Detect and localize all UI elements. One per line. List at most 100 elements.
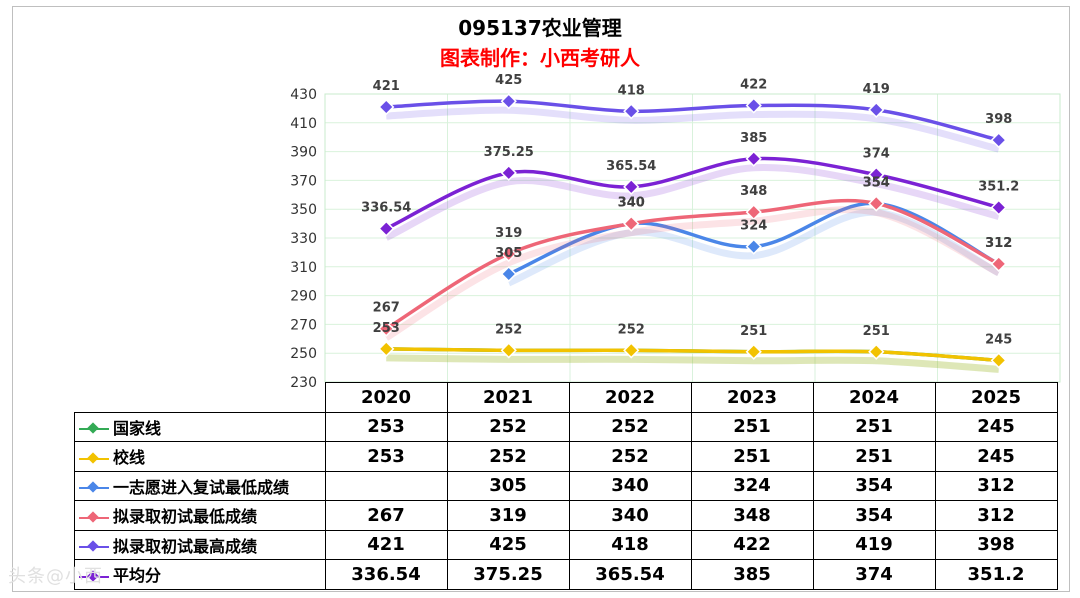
y-tick-label: 430	[290, 87, 317, 103]
table-cell: 425	[446, 529, 570, 560]
y-tick-label: 390	[290, 145, 317, 161]
legend-cell: 拟录取初试最低成绩	[74, 500, 326, 531]
legend-cell: 国家线	[74, 411, 326, 442]
table-cell	[324, 470, 448, 501]
table-cell: 365.54	[568, 559, 692, 590]
data-point	[868, 166, 885, 183]
legend-label: 一志愿进入复试最低成绩	[113, 477, 290, 497]
data-point	[990, 199, 1007, 216]
table-cell: 305	[446, 470, 570, 501]
data-point	[868, 343, 885, 360]
data-point	[990, 352, 1007, 369]
data-label: 251	[863, 324, 890, 339]
table-row: 国家线 253 252 252 251 251 245	[74, 411, 1058, 442]
table-row: 平均分 336.54 375.25 365.54 385 374 351.2	[74, 559, 1058, 590]
data-point	[378, 320, 395, 337]
data-label: 312	[985, 236, 1012, 251]
data-point	[745, 203, 762, 221]
table-cell: 336.54	[324, 559, 448, 590]
series-shadow	[386, 354, 999, 373]
legend-label: 拟录取初试最低成绩	[113, 507, 258, 527]
table-cell: 319	[446, 500, 570, 531]
table-cell: 251	[690, 441, 814, 472]
data-label: 365.54	[606, 159, 656, 174]
y-tick-label: 290	[290, 289, 317, 305]
legend-marker-icon	[79, 570, 109, 583]
table-row: 拟录取初试最低成绩 267 319 340 348 354 312	[74, 500, 1058, 531]
data-table: 2020 2021 2022 2023 2024 2025 国家线 253 252 2…	[74, 382, 1058, 590]
year-header: 2023	[690, 382, 814, 413]
table-cell: 375.25	[446, 559, 570, 590]
legend-label: 国家线	[113, 418, 162, 438]
table-cell: 251	[812, 411, 936, 442]
series-shadow	[384, 206, 1001, 341]
series-line	[386, 347, 999, 363]
data-label: 374	[863, 147, 890, 162]
year-header: 2020	[324, 382, 448, 413]
y-tick-label: 270	[290, 317, 317, 333]
data-label: 336.54	[361, 201, 411, 216]
series-line	[386, 99, 1000, 142]
data-point	[378, 98, 395, 116]
series-shadow	[507, 208, 1001, 287]
y-tick-label: 410	[290, 116, 317, 132]
data-label: 312	[985, 236, 1012, 251]
year-header: 2025	[934, 382, 1058, 413]
legend-marker-icon	[79, 511, 109, 524]
chart-subtitle: 图表制作：小西考研人	[440, 46, 640, 70]
data-label: 319	[495, 226, 522, 241]
data-label: 348	[740, 184, 767, 199]
data-point	[745, 97, 762, 114]
data-point	[378, 340, 395, 358]
table-cell: 312	[934, 470, 1058, 501]
legend-cell: 拟录取初试最高成绩	[74, 529, 326, 560]
data-point	[990, 131, 1007, 149]
data-point	[623, 103, 640, 120]
year-header: 2021	[446, 382, 570, 413]
chart-frame	[12, 6, 1070, 592]
table-row: 拟录取初试最高成绩 421 425 418 422 419 398	[74, 529, 1058, 560]
data-point	[623, 178, 640, 195]
data-label: 422	[740, 78, 767, 93]
data-label: 253	[373, 321, 400, 336]
table-corner	[74, 382, 326, 413]
data-label: 340	[618, 196, 645, 211]
data-label: 398	[985, 112, 1012, 127]
y-tick-label: 370	[290, 173, 317, 189]
table-row: 一志愿进入复试最低成绩 305 340 324 354 312	[74, 470, 1058, 501]
table-cell: 422	[690, 529, 814, 560]
legend-marker-icon	[79, 540, 109, 553]
data-label: 324	[740, 219, 767, 234]
table-cell: 252	[568, 411, 692, 442]
data-point	[868, 101, 885, 118]
data-point	[500, 342, 517, 359]
legend-marker-icon	[79, 422, 109, 435]
data-label: 251	[740, 324, 767, 339]
data-point	[500, 93, 517, 110]
table-cell: 252	[446, 441, 570, 472]
data-point	[623, 342, 640, 359]
data-label: 245	[985, 332, 1012, 347]
table-cell: 245	[934, 411, 1058, 442]
data-label: 252	[618, 322, 645, 337]
data-point	[868, 195, 885, 212]
table-cell: 354	[812, 500, 936, 531]
table-cell: 251	[812, 441, 936, 472]
table-body: 国家线 253 252 252 251 251 245 校线 253 252 252 251 251 24…	[74, 411, 1058, 590]
series-line	[385, 198, 1000, 331]
data-point	[745, 343, 762, 360]
y-tick-label: 310	[290, 260, 317, 276]
year-header: 2022	[568, 382, 692, 413]
table-cell: 354	[812, 470, 936, 501]
data-point	[500, 265, 517, 283]
table-cell: 324	[690, 470, 814, 501]
data-label: 305	[495, 246, 522, 261]
data-label: 340	[618, 196, 645, 211]
data-label: 351.2	[978, 179, 1019, 194]
data-label: 354	[863, 175, 890, 190]
series-shadow	[384, 164, 1000, 241]
data-point	[500, 245, 517, 262]
table-cell: 253	[324, 441, 448, 472]
table-row: 校线 253 252 252 251 251 245	[74, 441, 1058, 472]
watermark: 头条@小西	[8, 566, 103, 587]
